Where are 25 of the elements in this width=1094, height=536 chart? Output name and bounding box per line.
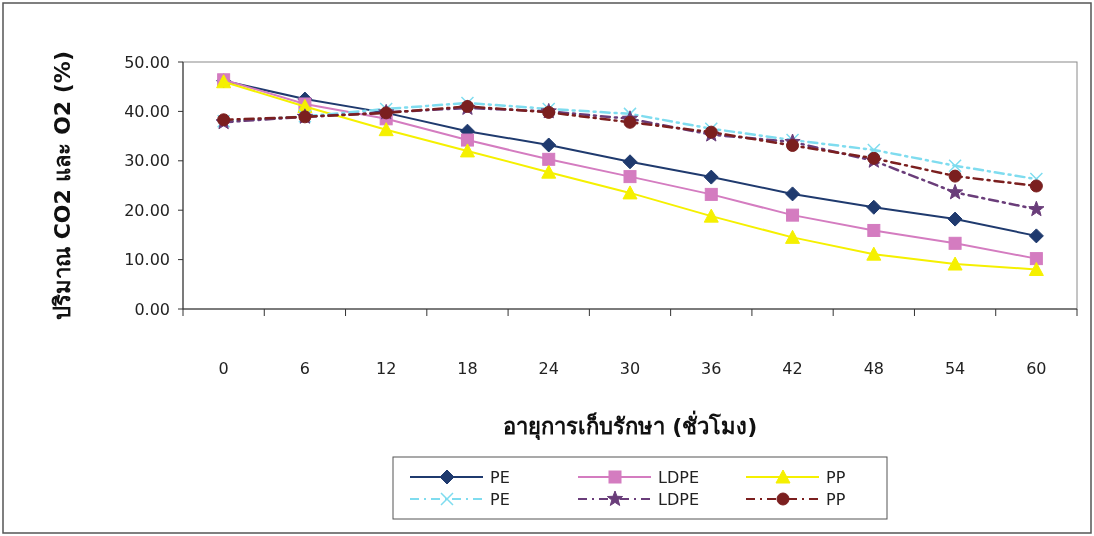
y-tick-label: 40.00 bbox=[124, 101, 170, 121]
x-tick-label: 36 bbox=[701, 358, 722, 378]
legend-label: PP bbox=[826, 467, 846, 487]
x-tick-label: 48 bbox=[863, 358, 884, 378]
y-tick-label: 0.00 bbox=[134, 299, 170, 319]
y-tick-label: 20.00 bbox=[124, 200, 170, 220]
legend-label: LDPE bbox=[658, 467, 699, 487]
legend-label: PE bbox=[490, 467, 510, 487]
x-tick-label: 18 bbox=[457, 358, 478, 378]
y-tick-label: 10.00 bbox=[124, 250, 170, 270]
legend-label: PE bbox=[490, 489, 510, 509]
y-axis-title: ปริมาณ CO2 และ O2 (%) bbox=[49, 51, 75, 320]
x-tick-label: 60 bbox=[1026, 358, 1047, 378]
y-tick-label: 30.00 bbox=[124, 151, 170, 171]
legend-label: LDPE bbox=[658, 489, 699, 509]
x-tick-label: 54 bbox=[944, 358, 966, 378]
x-tick-label: 0 bbox=[218, 358, 229, 378]
x-tick-label: 24 bbox=[538, 358, 559, 378]
legend-label: PP bbox=[826, 489, 846, 509]
x-tick-label: 12 bbox=[376, 358, 397, 378]
x-tick-label: 6 bbox=[299, 358, 310, 378]
y-tick-label: 50.00 bbox=[124, 52, 170, 72]
x-tick-label: 30 bbox=[619, 358, 641, 378]
x-axis-title: อายุการเก็บรักษา (ชั่วโมง) bbox=[502, 409, 758, 441]
x-tick-label: 42 bbox=[782, 358, 803, 378]
